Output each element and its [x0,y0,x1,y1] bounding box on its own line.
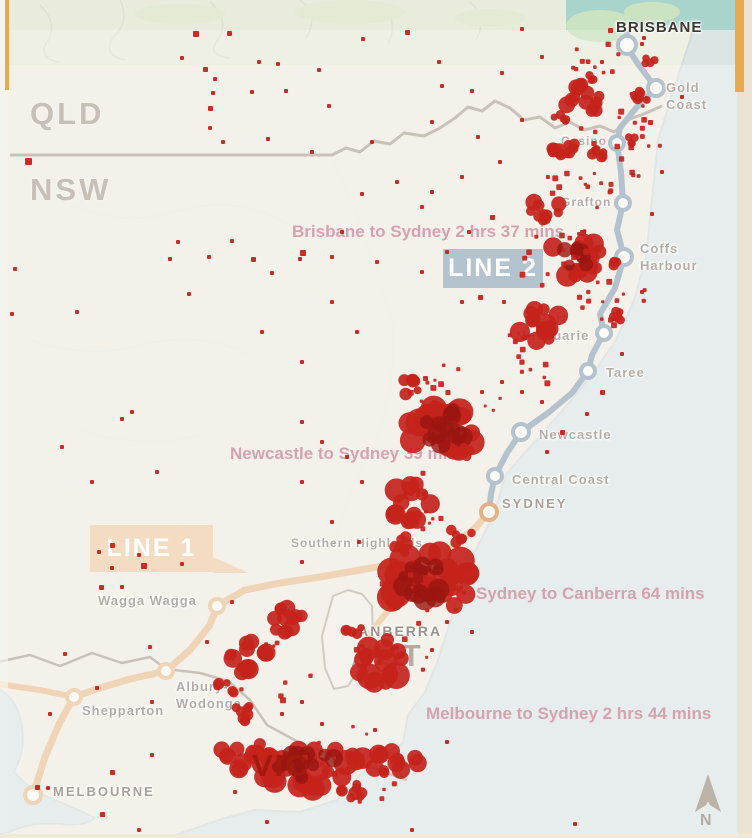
sydney-station-marker [479,502,499,522]
city-label: MELBOURNE [53,784,155,799]
city-label: Shepparton [82,703,165,718]
city-label: Albury- Wodonga [176,679,242,711]
rail-line1-stub [0,681,77,700]
state-label-qld: QLD [30,96,105,131]
line2-station-marker [614,194,632,212]
badge-callout-tail [213,557,249,573]
route-time-label: Brisbane to Sydney 2 hrs 37 mins [292,222,565,241]
river-line [59,199,291,226]
line2-station-marker [511,422,531,442]
route-time-label: Melbourne to Sydney 2 hrs 44 mins [426,704,712,723]
green-hinterland [566,10,634,42]
line1-station-marker [157,662,175,680]
city-label: Grafton [561,195,612,209]
terrain-patch [295,0,405,24]
river-line [29,338,251,356]
state-label-nsw: NSW [30,172,112,207]
city-label: Central Coast [512,472,610,487]
city-label: SYDNEY [502,496,568,511]
contour-line [39,4,61,63]
line-badge: LINE 2 [443,249,543,288]
city-label: CANBERRA [346,623,443,639]
line2-station-marker [579,362,597,380]
city-label: Southern Highlands [291,536,423,550]
line2-station-marker [595,324,613,342]
city-label: Coffs Harbour [640,241,698,273]
line1-station-marker [65,688,83,706]
line2-station-marker [616,34,638,56]
city-label: Port Macquarie [516,311,590,343]
river-line [79,429,201,443]
route-time-label: Newcastle to Sydney 39 mins [230,444,468,463]
green-hinterland [624,2,680,22]
terrain-patch [135,4,225,24]
line2-station-marker [608,134,626,152]
map-wash [8,65,737,838]
route-time-label: Sydney to Canberra 64 mins [476,584,705,603]
state-label-act: ACT [351,638,424,673]
line1-station-marker [208,597,226,615]
road-line [331,157,395,546]
city-label: Newcastle [539,427,612,442]
city-label: Wagga Wagga [98,593,197,608]
line1-station-marker [23,785,43,805]
terrain-patch [455,9,525,27]
city-label: Gold Coast [666,80,708,112]
line-badge: LINE 1 [90,525,249,573]
contour-line [108,0,126,61]
line2-station-marker [486,467,504,485]
city-label: BRISBANE [616,19,703,36]
line2-station-marker [646,78,666,98]
city-label: Taree [606,365,645,380]
city-label: Casino [561,134,608,148]
map-wash [8,30,737,838]
